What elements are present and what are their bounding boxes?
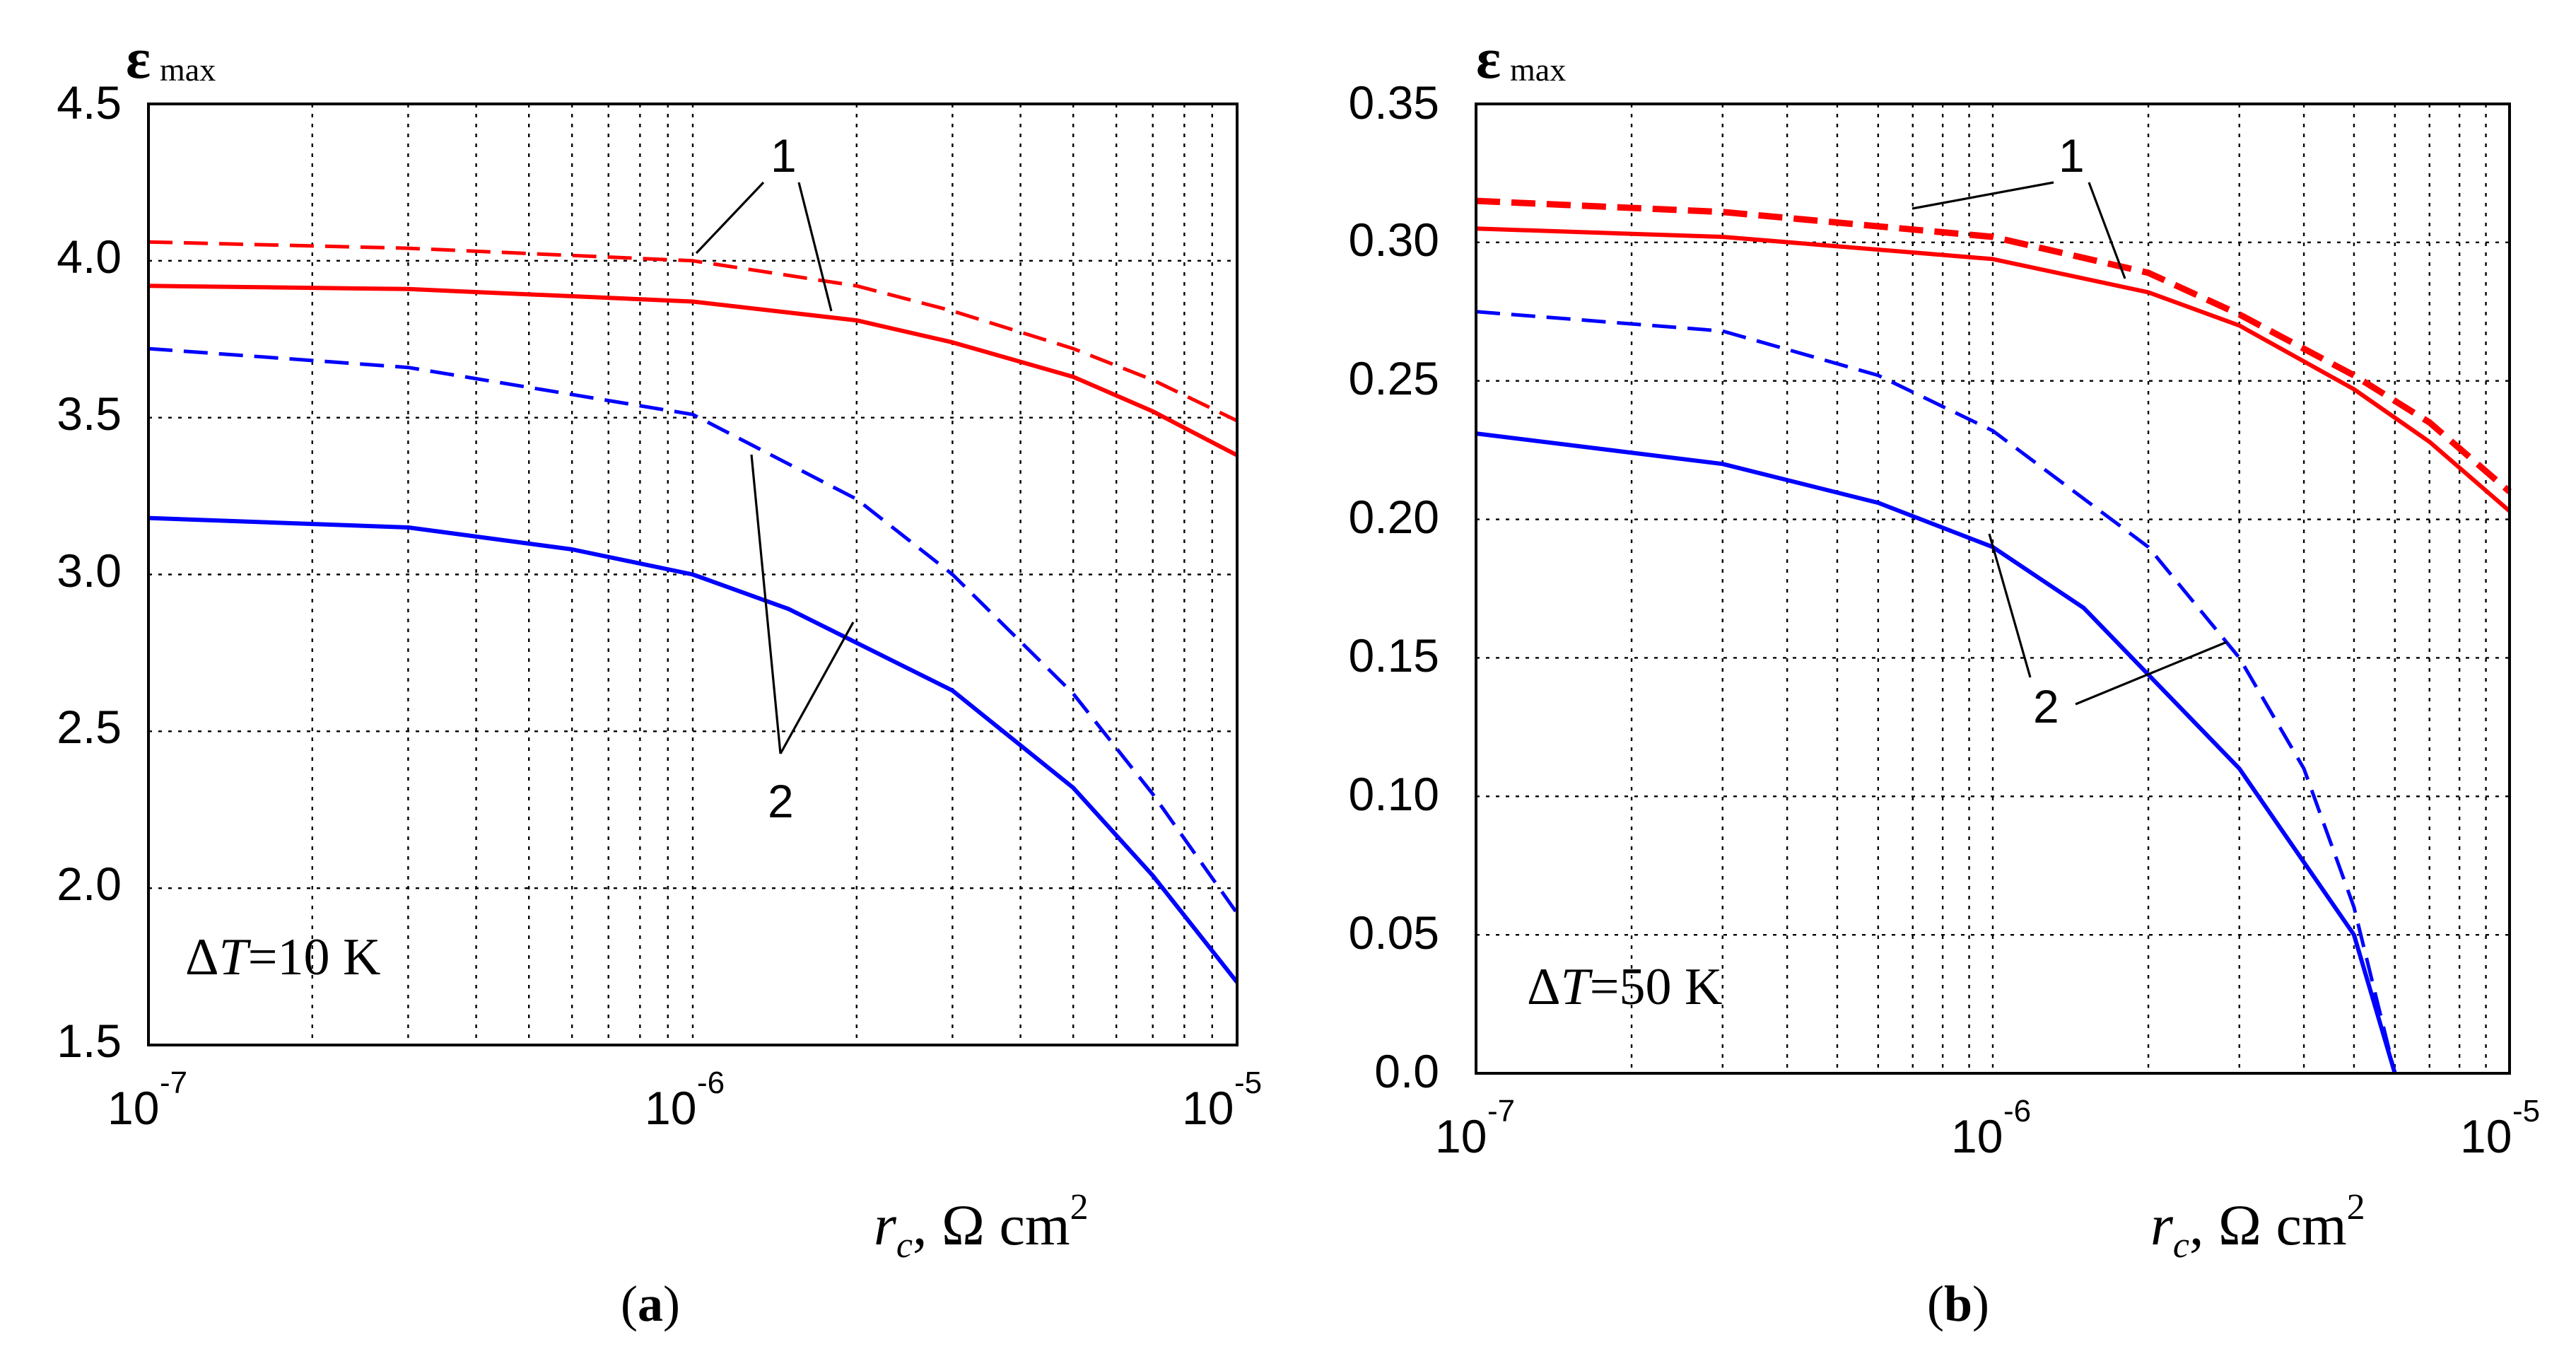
svg-text:1: 1: [771, 129, 797, 182]
svg-text:max: max: [1510, 52, 1566, 88]
svg-text:10: 10: [107, 1082, 159, 1134]
svg-text:-7: -7: [160, 1066, 187, 1100]
x-axis-label: rc, Ω cm2: [874, 1187, 1089, 1266]
x-tick-label: 10 -6: [1951, 1094, 2031, 1162]
series-2-solid: [148, 515, 1239, 984]
plot-frame: [147, 103, 1239, 1046]
y-tick-label: 0.10: [1349, 768, 1439, 820]
delta-t-annotation: ΔT=50 K: [1527, 958, 1722, 1016]
chart-panel-b: 0.0 0.05 0.10 0.15 0.20 0.25 0.30 0.35 1…: [1349, 26, 2541, 1332]
series-2-dashed: [1475, 310, 2397, 1074]
svg-text:10: 10: [645, 1082, 696, 1134]
gridlines: [148, 104, 1237, 1045]
curve-label-1: 1: [1911, 129, 2126, 279]
series-1-dashed: [148, 240, 1239, 423]
y-tick-label: 2.0: [57, 858, 122, 910]
svg-text:-6: -6: [2003, 1094, 2031, 1128]
series-2-solid: [1475, 431, 2397, 1074]
series-2-dashed: [148, 346, 1239, 915]
svg-text:ε: ε: [126, 26, 151, 91]
svg-text:ε: ε: [1476, 26, 1501, 91]
x-tick-label: 10 -7: [1435, 1094, 1515, 1162]
x-tick-label: 10 -6: [645, 1066, 725, 1134]
y-tick-label: 0.20: [1349, 491, 1439, 543]
series-1-solid: [148, 284, 1239, 457]
svg-text:10: 10: [1182, 1082, 1234, 1134]
y-axis-label: ε max: [126, 26, 216, 91]
svg-text:1: 1: [2059, 129, 2085, 182]
chart-panel-a: 1.5 2.0 2.5 3.0 3.5 4.0 4.5 10 -7 10 -6 …: [57, 26, 1262, 1332]
svg-text:-5: -5: [1234, 1066, 1262, 1100]
svg-text:10: 10: [1435, 1110, 1487, 1162]
x-axis-label: rc, Ω cm2: [2150, 1187, 2365, 1266]
series-line: [1475, 197, 2512, 494]
svg-text:2: 2: [768, 775, 794, 827]
series-line: [148, 284, 1239, 457]
y-tick-label: 0.25: [1349, 352, 1439, 404]
x-tick-label: 10 -7: [107, 1066, 187, 1134]
panel-label-b: (b): [1927, 1276, 1989, 1332]
svg-text:max: max: [160, 52, 216, 88]
svg-text:10: 10: [2460, 1110, 2512, 1162]
svg-text:-6: -6: [697, 1066, 725, 1100]
y-tick-label: 4.0: [57, 230, 122, 283]
svg-text:2: 2: [2033, 680, 2059, 733]
series-1-solid: [1475, 226, 2511, 513]
x-tick-label: 10 -5: [2460, 1094, 2540, 1162]
delta-t-annotation: ΔT=10 K: [185, 928, 380, 986]
series-line: [148, 346, 1239, 915]
y-tick-label: 0.35: [1349, 76, 1439, 129]
y-tick-label: 0.15: [1349, 629, 1439, 682]
curve-label-2: 2: [1988, 533, 2227, 733]
y-tick-label: 0.0: [1374, 1045, 1439, 1097]
svg-text:-7: -7: [1487, 1094, 1515, 1128]
series-line: [1475, 310, 2397, 1074]
curve-label-1: 1: [695, 129, 833, 312]
y-axis-label: ε max: [1476, 26, 1566, 91]
y-tick-label: 1.5: [57, 1015, 122, 1067]
y-tick-label: 0.30: [1349, 214, 1439, 266]
gridlines: [1476, 104, 2510, 1073]
y-tick-label: 0.05: [1349, 906, 1439, 959]
curve-label-2: 2: [750, 454, 855, 827]
series-line: [1475, 226, 2511, 513]
panel-label-a: (a): [621, 1276, 680, 1332]
series-1-dashed: [1475, 197, 2512, 494]
series-line: [1475, 431, 2397, 1074]
series-line: [148, 515, 1239, 984]
series-line: [148, 240, 1239, 423]
x-tick-label: 10 -5: [1182, 1066, 1262, 1134]
plot-frame: [1475, 103, 2511, 1075]
y-tick-label: 3.0: [57, 544, 122, 597]
y-tick-label: 2.5: [57, 701, 122, 753]
y-tick-label: 4.5: [57, 76, 122, 129]
y-tick-label: 3.5: [57, 387, 122, 440]
svg-text:-5: -5: [2512, 1094, 2540, 1128]
svg-text:10: 10: [1951, 1110, 2003, 1162]
